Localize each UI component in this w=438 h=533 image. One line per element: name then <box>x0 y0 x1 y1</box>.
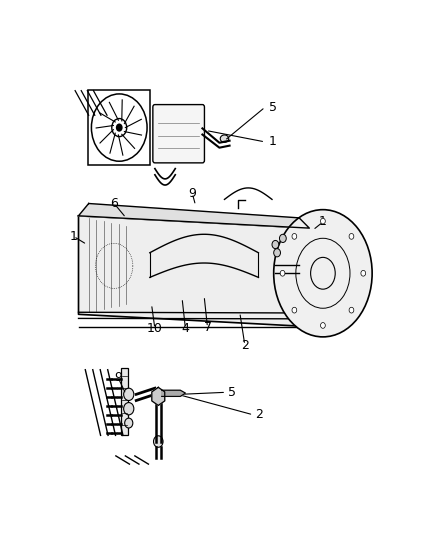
Circle shape <box>349 308 354 313</box>
Text: 10: 10 <box>147 322 163 335</box>
Polygon shape <box>162 390 185 397</box>
Ellipse shape <box>274 209 372 337</box>
Polygon shape <box>78 216 309 327</box>
Text: 9: 9 <box>188 187 196 200</box>
Circle shape <box>274 248 280 257</box>
Circle shape <box>321 322 325 328</box>
Bar <box>121 368 128 435</box>
Text: 1: 1 <box>268 135 276 148</box>
Circle shape <box>154 436 163 447</box>
Circle shape <box>125 418 133 428</box>
Circle shape <box>361 270 366 276</box>
Polygon shape <box>152 387 165 406</box>
Text: 2: 2 <box>255 408 263 422</box>
Polygon shape <box>78 204 309 228</box>
Circle shape <box>272 240 279 248</box>
Circle shape <box>292 308 297 313</box>
Circle shape <box>124 388 134 400</box>
Circle shape <box>124 402 134 415</box>
Text: 1: 1 <box>70 230 78 243</box>
Circle shape <box>349 233 354 239</box>
Text: 7: 7 <box>204 321 212 334</box>
Text: 4: 4 <box>181 322 189 335</box>
Bar <box>88 90 151 165</box>
Text: 5: 5 <box>268 101 277 114</box>
FancyBboxPatch shape <box>153 104 205 163</box>
Circle shape <box>292 233 297 239</box>
Text: 9: 9 <box>114 372 122 384</box>
Circle shape <box>279 235 286 243</box>
Ellipse shape <box>220 135 229 142</box>
Text: 6: 6 <box>110 197 118 210</box>
Circle shape <box>112 118 127 136</box>
Text: 5: 5 <box>228 386 236 399</box>
Circle shape <box>280 270 285 276</box>
Text: 2: 2 <box>241 338 249 352</box>
Circle shape <box>321 218 325 224</box>
Circle shape <box>116 124 123 132</box>
Text: 1: 1 <box>319 215 327 229</box>
